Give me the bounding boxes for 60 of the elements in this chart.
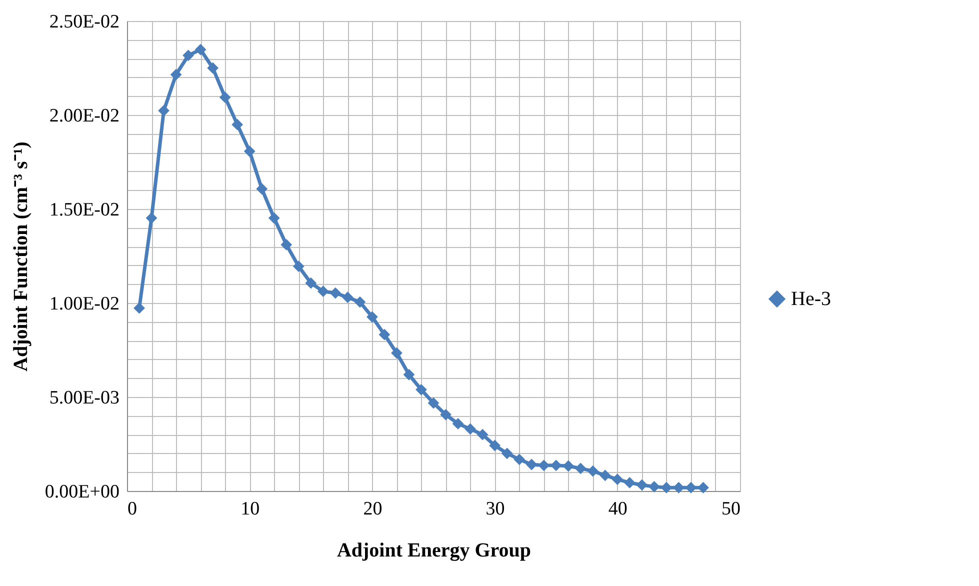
- point: [587, 465, 599, 477]
- x-axis-title: Adjoint Energy Group: [336, 540, 532, 562]
- point: [599, 470, 611, 482]
- x-tick-label: 30: [486, 498, 505, 520]
- point: [330, 287, 342, 299]
- point: [636, 479, 648, 491]
- y-tick-label: 2.00E-02: [49, 106, 120, 126]
- y-tick-label: 0.00E+00: [44, 482, 120, 502]
- point: [391, 347, 402, 359]
- point: [428, 397, 440, 409]
- point: [673, 482, 684, 494]
- point: [244, 146, 256, 157]
- point: [574, 462, 586, 474]
- x-tick-label: 50: [722, 498, 740, 520]
- x-tick-label: 20: [363, 498, 382, 520]
- point: [366, 311, 378, 323]
- y-axis-title: Adjoint Function (cm⁻³ s⁻¹): [10, 142, 32, 372]
- point: [232, 118, 244, 130]
- point: [354, 296, 366, 308]
- point: [146, 212, 158, 224]
- point: [685, 482, 697, 494]
- point: [648, 480, 660, 492]
- point: [452, 418, 464, 430]
- point: [624, 477, 636, 488]
- x-tick-label: 0: [128, 498, 137, 520]
- point: [698, 482, 709, 494]
- y-tick-label: 5.00E-03: [49, 388, 120, 408]
- point: [219, 92, 231, 104]
- point: [207, 62, 219, 74]
- point: [268, 212, 280, 224]
- point: [562, 460, 574, 472]
- x-tick-label: 10: [240, 498, 260, 520]
- point: [317, 286, 329, 298]
- point: [256, 183, 268, 195]
- point: [489, 440, 500, 452]
- point: [416, 384, 427, 396]
- point: [134, 302, 145, 314]
- point: [305, 277, 317, 289]
- point: [403, 368, 415, 380]
- point: [182, 50, 194, 62]
- point: [476, 428, 488, 440]
- legend-label: He-3: [791, 288, 831, 310]
- point: [501, 448, 513, 460]
- point: [342, 292, 354, 304]
- point: [378, 328, 390, 340]
- y-tick-label: 1.00E-02: [49, 294, 120, 314]
- point: [514, 454, 526, 466]
- y-tick-label: 2.50E-02: [49, 12, 120, 32]
- point: [440, 408, 452, 420]
- y-tick-label: 1.50E-02: [49, 200, 120, 220]
- point: [280, 239, 292, 250]
- point: [660, 482, 672, 494]
- point: [158, 104, 170, 116]
- point: [194, 44, 206, 56]
- point: [526, 458, 538, 470]
- x-tick-label: 40: [608, 498, 628, 520]
- point: [292, 260, 304, 272]
- point: [464, 423, 476, 435]
- point: [170, 68, 182, 80]
- point: [612, 474, 624, 486]
